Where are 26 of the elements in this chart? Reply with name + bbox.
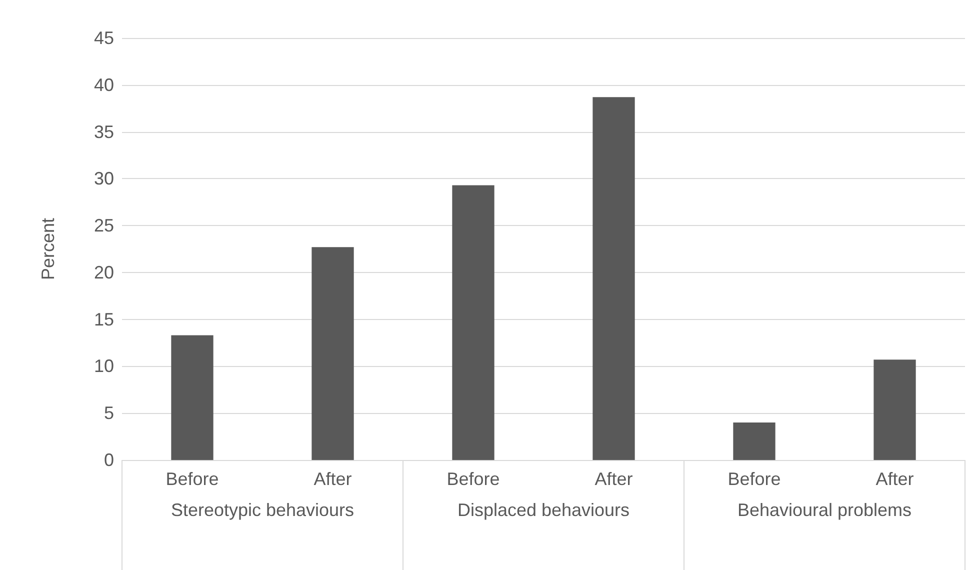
- x-tick-label: After: [314, 469, 352, 489]
- y-axis-title: Percent: [38, 218, 58, 280]
- y-tick-label: 0: [104, 450, 114, 470]
- x-tick-label: Before: [728, 469, 781, 489]
- text: Stereotypic behaviours: [170, 500, 354, 520]
- y-tick-label: 5: [104, 403, 114, 424]
- text: Behavioural problems: [737, 500, 912, 520]
- bar: [312, 247, 354, 460]
- y-tick-label: 45: [94, 28, 114, 48]
- bar: [733, 422, 776, 460]
- y-tick-label: 30: [94, 168, 114, 189]
- y-tick-label: 35: [94, 122, 114, 142]
- bar: [452, 185, 494, 460]
- bar: [592, 97, 635, 460]
- bar: [171, 335, 214, 460]
- y-tick-label: 10: [94, 356, 114, 376]
- x-tick-label: Before: [166, 469, 219, 489]
- x-tick-label: After: [594, 469, 633, 489]
- bar: [874, 360, 916, 460]
- y-tick-label: 15: [94, 309, 114, 330]
- x-tick-label: After: [876, 469, 914, 489]
- text: Displaced behaviours: [457, 500, 630, 520]
- y-tick-label: 25: [94, 216, 114, 236]
- y-tick-label: 40: [94, 74, 114, 95]
- x-tick-label: Before: [446, 469, 500, 489]
- y-tick-label: 20: [94, 262, 114, 282]
